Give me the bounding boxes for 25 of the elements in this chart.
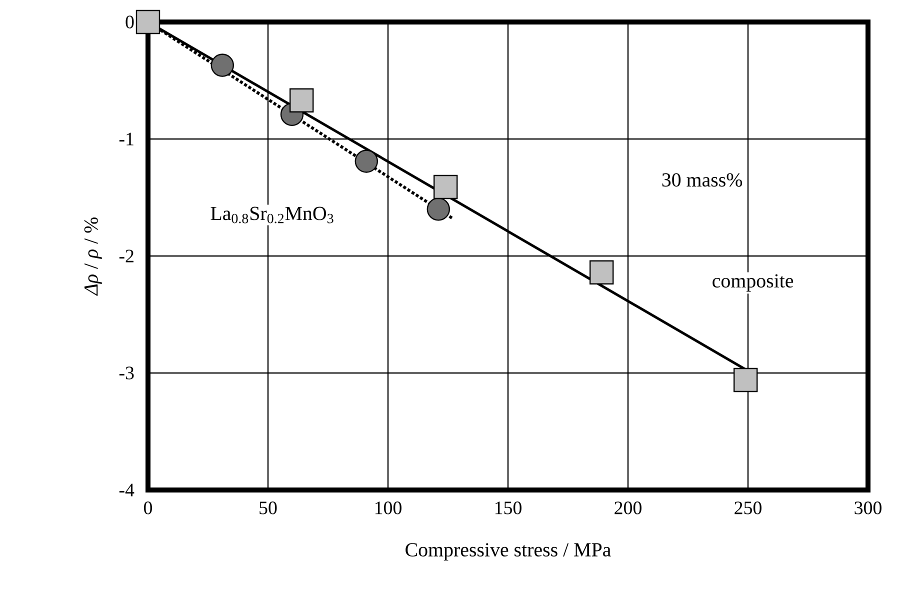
y-tick-label: -1 — [119, 132, 134, 146]
x-tick-label: 0 — [144, 502, 152, 514]
point — [210, 54, 234, 77]
y-axis-title: Δρ / ρ / % — [84, 217, 102, 296]
point — [136, 10, 160, 34]
annotation: composite — [712, 274, 794, 292]
annotation: La$_{0.8}$Sr$_{0.2}$MnO$_{3}$ — [210, 206, 334, 224]
point — [590, 260, 614, 284]
x-tick-label: 200 — [614, 502, 642, 514]
x-tick-label: 300 — [854, 502, 882, 514]
x-tick-label: 100 — [375, 502, 402, 514]
x-tick-label: 250 — [734, 502, 762, 514]
annotation: 30 mass% — [662, 173, 742, 187]
x-axis-title: Compressive stress / MPa — [406, 543, 611, 561]
x-tick-label: 50 — [260, 502, 277, 514]
point — [426, 198, 450, 221]
x-tick-label: 150 — [495, 502, 522, 514]
point — [734, 368, 758, 392]
y-tick-label: -3 — [119, 366, 134, 380]
point — [434, 174, 458, 200]
y-tick-label: 0 — [126, 16, 134, 28]
point — [290, 88, 314, 112]
point — [354, 150, 378, 173]
y-tick-label: -2 — [119, 250, 134, 262]
y-tick-label: -4 — [119, 484, 134, 496]
